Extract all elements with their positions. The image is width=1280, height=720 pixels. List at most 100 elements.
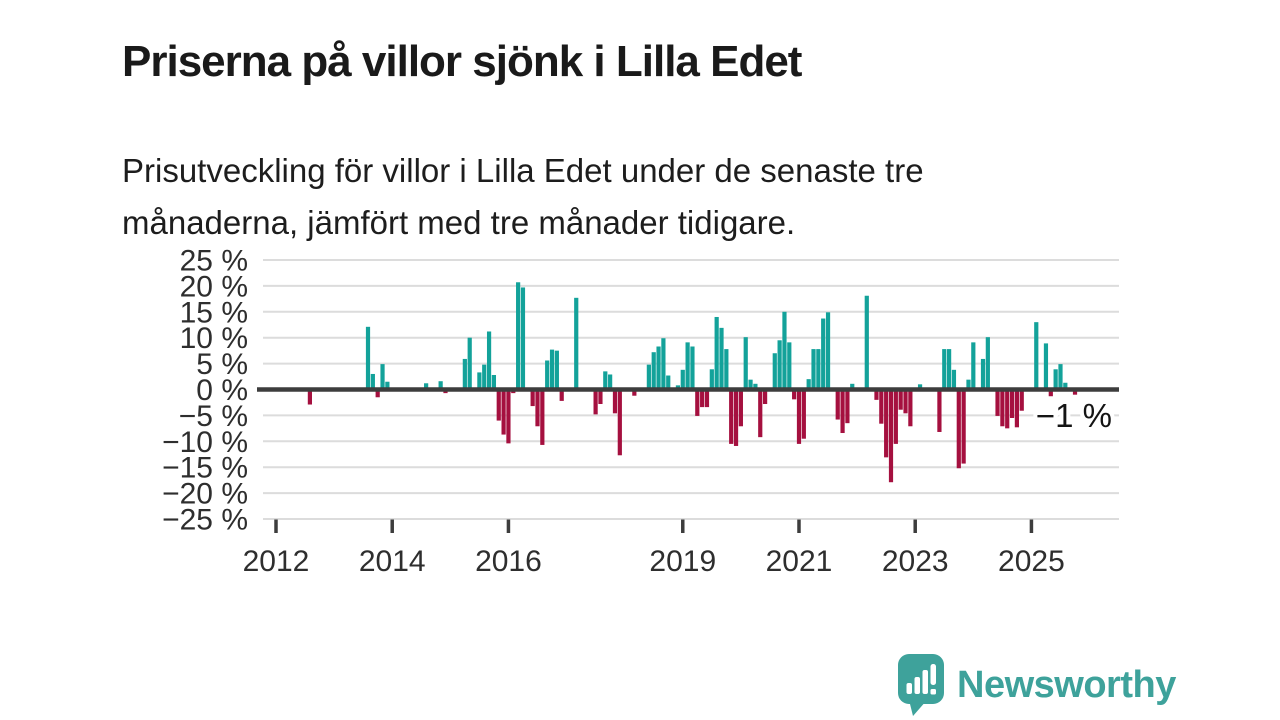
bar (617, 389, 622, 456)
bar (1063, 382, 1068, 390)
bar (893, 389, 898, 444)
bar (961, 389, 966, 464)
bar (608, 374, 613, 390)
chart-subtitle: Prisutveckling för villor i Lilla Edet u… (122, 152, 924, 241)
bar (884, 389, 889, 458)
bar (787, 342, 792, 390)
bar (424, 383, 429, 390)
bar (690, 346, 695, 390)
y-axis-label: 10 % (180, 322, 248, 355)
bar (540, 389, 545, 445)
bar (1000, 389, 1005, 427)
bar (530, 389, 535, 407)
bar (801, 389, 806, 439)
bar (985, 337, 990, 390)
newsworthy-logo: Newsworthy (898, 654, 1176, 716)
bar (385, 381, 390, 390)
bar (753, 383, 758, 390)
bar (835, 389, 840, 420)
bar (825, 312, 831, 390)
bar (467, 337, 472, 390)
bar (438, 381, 443, 390)
bar (743, 337, 748, 390)
newsworthy-logo-text: Newsworthy (957, 663, 1176, 706)
bar (971, 342, 976, 390)
x-axis-label: 2014 (359, 545, 426, 578)
bar (709, 369, 714, 390)
bar (549, 349, 555, 390)
bar (908, 389, 913, 427)
bar (1058, 364, 1063, 390)
y-axis-label: 15 % (180, 296, 248, 329)
bar (748, 379, 753, 390)
bar (898, 389, 903, 410)
bar (545, 360, 550, 390)
bar (1043, 343, 1049, 390)
bar (850, 383, 855, 390)
bar (845, 389, 850, 424)
bar (656, 346, 661, 390)
bar (772, 353, 777, 390)
bar (535, 389, 540, 427)
bar (966, 379, 971, 390)
bar (874, 389, 879, 400)
bar (1053, 369, 1058, 390)
latest-value-annotation: −1 % (1036, 397, 1112, 434)
bar (821, 318, 826, 390)
bar (733, 389, 739, 446)
bar (903, 389, 908, 414)
y-axis-label: 25 % (180, 245, 248, 278)
bar (685, 342, 690, 390)
bar (1009, 389, 1015, 418)
bar (603, 371, 608, 390)
bar (806, 379, 811, 390)
bar (486, 331, 492, 390)
bar (661, 338, 666, 390)
bar (947, 349, 952, 390)
bar (482, 364, 487, 390)
chart-title: Priserna på villor sjönk i Lilla Edet (122, 37, 802, 87)
bar (937, 389, 942, 432)
bar (1014, 389, 1020, 428)
bar (496, 389, 501, 421)
bar (380, 364, 385, 390)
bar (646, 364, 651, 390)
bar (559, 389, 564, 401)
bar (651, 352, 656, 390)
bar (917, 384, 923, 390)
bar (1072, 389, 1078, 395)
bar (738, 389, 743, 427)
bar (980, 358, 986, 390)
bar (516, 282, 521, 390)
bar (666, 375, 671, 390)
y-axis-label: 20 % (180, 270, 248, 303)
x-axis-label: 2012 (243, 545, 310, 578)
bar (520, 287, 526, 390)
bar (777, 340, 782, 390)
bar (632, 389, 637, 396)
bar (888, 389, 894, 483)
bar (995, 389, 1000, 416)
bar (612, 389, 618, 414)
bar (714, 316, 719, 390)
y-axis-label: −15 % (162, 452, 248, 485)
bar (782, 311, 787, 390)
bar (811, 349, 816, 390)
bar (792, 389, 797, 400)
bar (762, 389, 768, 405)
bar (506, 389, 511, 444)
y-axis-label: −5 % (179, 400, 248, 433)
bar (593, 389, 598, 415)
x-axis-label: 2019 (649, 545, 716, 578)
y-axis-label: 5 % (196, 348, 248, 381)
bar (375, 389, 380, 398)
x-axis-label: 2025 (998, 545, 1065, 578)
bar (1019, 389, 1024, 411)
bar (680, 369, 685, 390)
bar (307, 389, 312, 405)
bar (942, 349, 947, 390)
x-axis-label: 2023 (882, 545, 949, 578)
bar (365, 326, 371, 390)
y-axis-label: −10 % (162, 426, 248, 459)
